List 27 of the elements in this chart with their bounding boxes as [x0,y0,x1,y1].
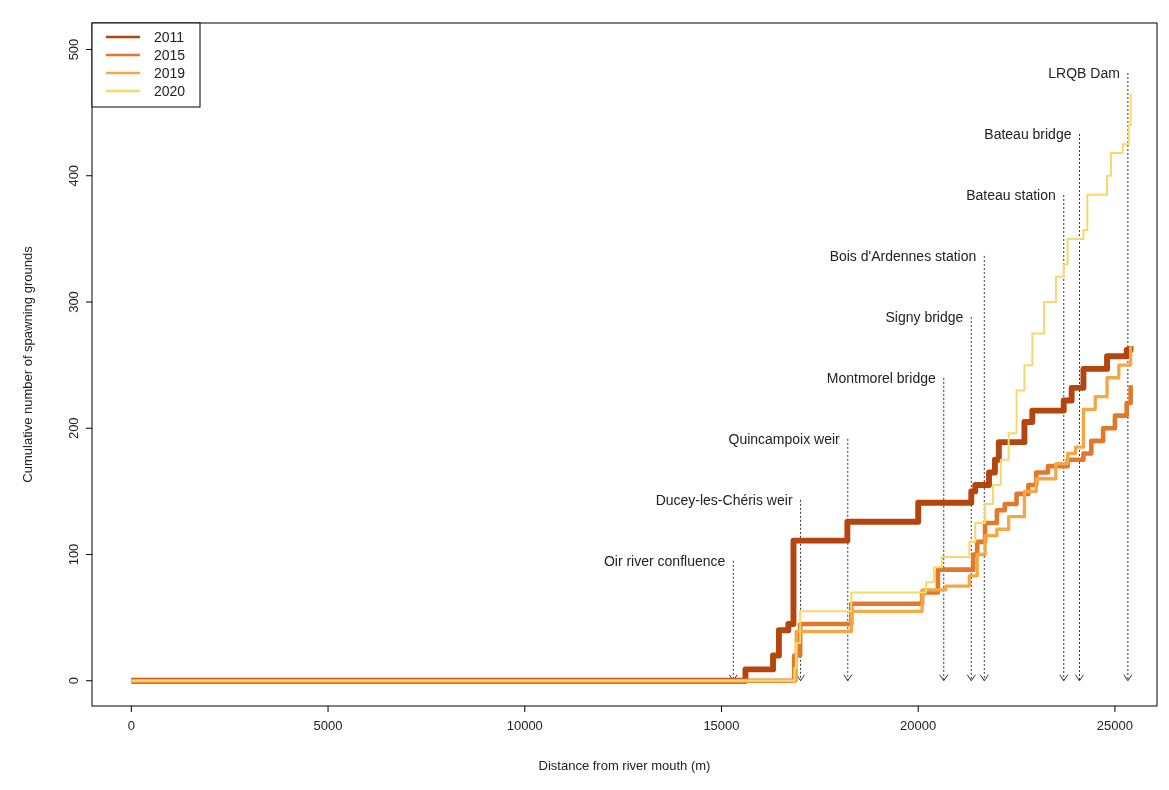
y-axis-title: Cumulative number of spawning grounds [20,245,35,483]
x-tick-label: 10000 [506,718,543,733]
x-tick-label: 25000 [1096,718,1133,733]
ref-line-label: Quincampoix weir [728,430,841,447]
ref-line-label: Oir river confluence [603,552,726,569]
x-tick-label: 0 [127,718,135,733]
legend-label: 2015 [154,47,186,63]
y-tick-label: 200 [66,417,81,440]
ref-line-label: Signy bridge [885,308,964,325]
legend-label: 2020 [154,83,186,99]
y-tick-label: 100 [66,543,81,566]
x-axis-title: Distance from river mouth (m) [538,758,711,773]
x-tick-label: 5000 [313,718,343,733]
y-tick-label: 0 [66,677,81,685]
ref-line-label: Ducey-les-Chéris weir [655,491,793,508]
y-tick-label: 400 [66,164,81,187]
y-tick-label: 500 [66,38,81,61]
legend-label: 2019 [154,65,186,81]
ref-line-label: LRQB Dam [1048,65,1120,81]
y-tick-label: 300 [66,291,81,313]
ref-line-label: Bois d'Ardennes station [829,247,977,264]
ref-line-label: Bateau station [966,186,1056,203]
legend-label: 2011 [154,29,185,45]
ref-line-label: Montmorel bridge [826,369,936,386]
x-tick-label: 15000 [703,718,740,733]
x-tick-label: 20000 [900,718,937,733]
ref-line-label: Bateau bridge [984,125,1072,142]
